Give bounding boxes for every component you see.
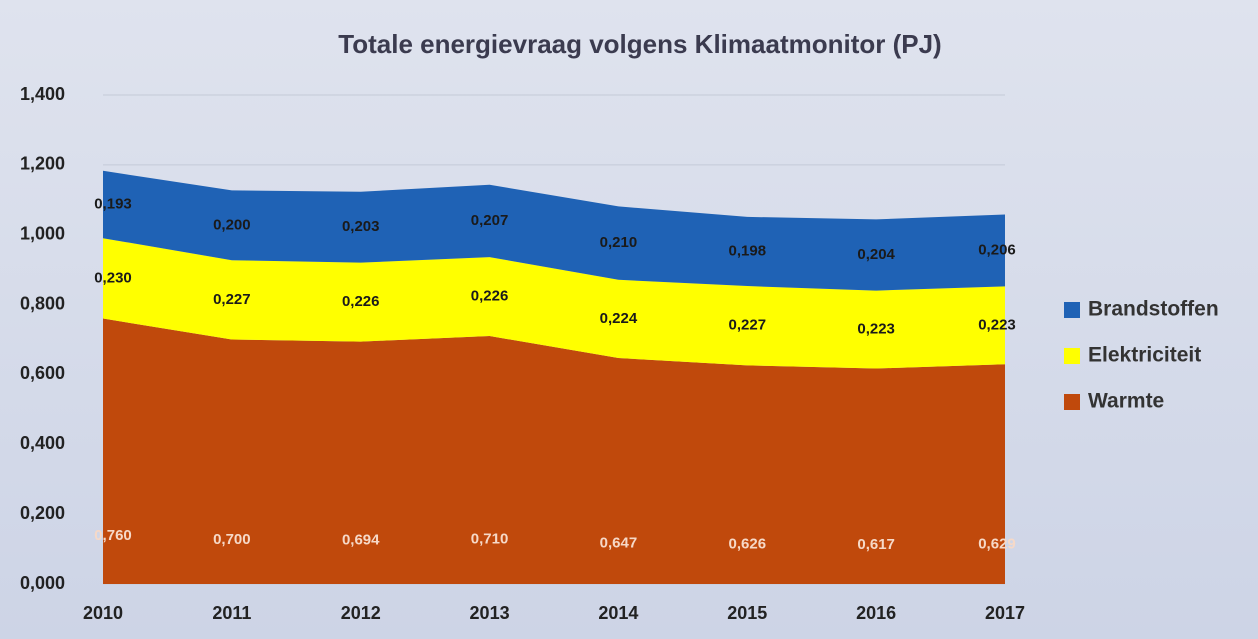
y-tick-label: 0,600 [20, 363, 65, 383]
data-label: 0,626 [729, 536, 767, 553]
data-label: 0,200 [213, 216, 251, 233]
x-tick-label: 2011 [212, 603, 251, 623]
area [103, 170, 1005, 291]
data-label: 0,226 [471, 288, 509, 305]
x-tick-label: 2016 [856, 603, 896, 623]
data-label: 0,210 [600, 234, 638, 251]
legend-label: Brandstoffen [1088, 298, 1219, 321]
area [103, 238, 1005, 369]
data-label: 0,227 [213, 291, 251, 308]
data-label: 0,700 [213, 531, 251, 548]
x-tick-label: 2012 [341, 603, 381, 623]
data-label: 0,227 [729, 317, 767, 334]
legend-label: Warmte [1088, 390, 1164, 413]
x-tick-label: 2015 [727, 603, 767, 623]
data-label: 0,193 [94, 195, 132, 212]
x-tick-label: 2013 [470, 603, 510, 623]
legend-label: Elektriciteit [1088, 344, 1201, 367]
legend-swatch [1064, 302, 1080, 318]
y-tick-label: 0,000 [20, 573, 65, 593]
data-label: 0,230 [94, 269, 132, 286]
legend-swatch [1064, 348, 1080, 364]
y-tick-label: 0,200 [20, 503, 65, 523]
data-label: 0,204 [857, 246, 895, 263]
area [103, 318, 1005, 584]
x-tick-label: 2017 [985, 603, 1025, 623]
data-label: 0,224 [600, 310, 638, 327]
data-label: 0,710 [471, 530, 509, 547]
y-tick-label: 0,800 [20, 293, 65, 313]
data-label: 0,207 [471, 212, 509, 229]
data-label: 0,203 [342, 218, 380, 235]
data-label: 0,198 [729, 242, 767, 259]
data-label: 0,617 [857, 536, 895, 553]
chart-title: Totale energievraag volgens Klimaatmonit… [338, 29, 941, 59]
data-label: 0,206 [978, 241, 1016, 258]
y-tick-label: 0,400 [20, 433, 65, 453]
data-label: 0,629 [978, 535, 1016, 552]
data-label: 0,223 [857, 321, 895, 338]
legend-swatch [1064, 394, 1080, 410]
data-label: 0,226 [342, 293, 380, 310]
data-label: 0,223 [978, 316, 1016, 333]
y-tick-label: 1,000 [20, 223, 65, 243]
y-tick-label: 1,400 [20, 84, 65, 104]
x-tick-label: 2014 [598, 603, 638, 623]
data-label: 0,760 [94, 527, 132, 544]
y-tick-label: 1,200 [20, 154, 65, 174]
data-label: 0,647 [600, 534, 638, 551]
x-tick-label: 2010 [83, 603, 123, 623]
data-label: 0,694 [342, 531, 380, 548]
